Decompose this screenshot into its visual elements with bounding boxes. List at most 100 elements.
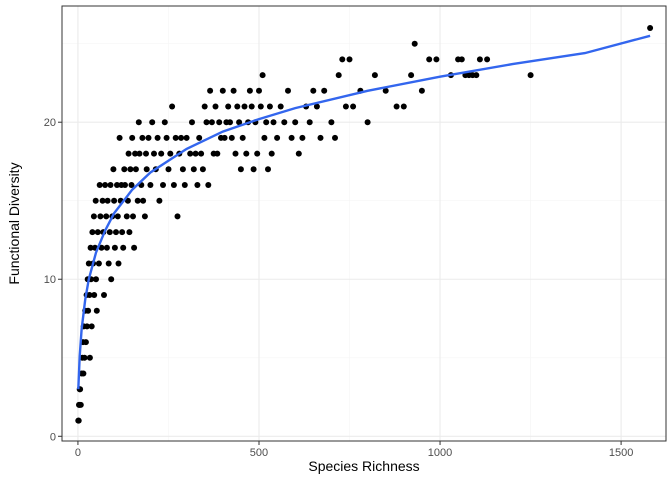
data-point [259,72,266,79]
data-point [458,56,465,63]
data-point [95,260,102,267]
data-point [317,134,324,141]
data-point [257,103,264,110]
data-point [237,166,244,173]
data-point [230,87,237,94]
data-point [127,166,134,173]
data-point [179,166,186,173]
data-point [89,229,96,236]
data-point [101,292,107,298]
data-point [143,166,150,173]
data-point [121,166,128,173]
data-point [81,354,88,361]
data-point [111,197,118,204]
data-point [99,197,106,204]
data-point [234,103,241,110]
data-point [86,354,93,361]
data-point [266,103,273,110]
data-point [346,56,353,63]
data-point [228,134,235,141]
data-point [82,339,89,346]
data-point [77,401,84,408]
data-point [93,276,99,283]
data-point [141,213,148,220]
data-point [87,244,94,251]
major-gridlines [62,6,666,441]
data-point [161,119,168,126]
data-point [85,260,92,267]
data-point [310,87,317,94]
data-point [433,56,440,63]
data-point [288,134,295,141]
data-point [107,182,114,188]
data-point [113,229,119,236]
data-point [156,197,163,204]
data-point [285,87,291,94]
data-point [268,150,275,157]
data-point [256,87,262,94]
data-point [473,72,480,79]
data-point [172,134,179,141]
data-point [332,134,338,141]
panel-border [61,5,667,442]
data-point [135,119,142,126]
data-point [104,197,111,204]
data-point [192,150,199,157]
data-point [408,72,415,79]
data-point [225,103,232,110]
tick-labels: 0 500 1000 1500 0 10 20 [44,117,634,459]
data-point [201,103,208,110]
data-point [160,182,166,188]
y-tick-label: 0 [50,431,56,443]
data-point [114,182,120,188]
data-point [88,323,95,330]
data-point [103,213,110,220]
data-point [131,244,138,251]
data-point [106,229,113,236]
data-point [246,87,253,94]
data-point [90,213,97,220]
data-point [393,103,400,110]
data-point [110,166,117,173]
y-tick-label: 10 [44,274,56,286]
data-point [270,119,277,126]
data-point [295,150,302,157]
data-point [236,119,243,126]
data-point [647,25,654,31]
data-point [371,72,378,79]
data-point [174,213,181,220]
data-point [75,417,82,424]
data-point [243,150,250,157]
data-point [132,150,139,157]
data-point [208,119,215,126]
data-point [335,72,342,79]
data-point [125,150,132,157]
data-point [227,119,233,126]
data-point [306,119,313,126]
data-point [342,103,349,110]
data-point [239,134,246,141]
data-point [250,166,257,173]
data-point [94,229,101,236]
data-point [339,56,346,63]
data-point [128,182,135,188]
data-point [183,134,190,141]
data-point [198,150,205,157]
data-point [147,182,154,188]
data-point [527,72,534,79]
data-point [263,119,270,126]
data-point [484,56,491,63]
data-point [111,244,118,251]
data-point [313,103,320,110]
data-point [181,182,188,188]
data-point [189,119,195,126]
data-point [194,182,201,188]
data-point [92,197,99,204]
data-point [199,166,206,173]
data-point [418,87,425,94]
x-tick-label: 1000 [428,447,452,459]
data-point [382,87,389,94]
data-point [132,166,139,173]
data-point [254,150,261,157]
data-point [265,166,271,173]
